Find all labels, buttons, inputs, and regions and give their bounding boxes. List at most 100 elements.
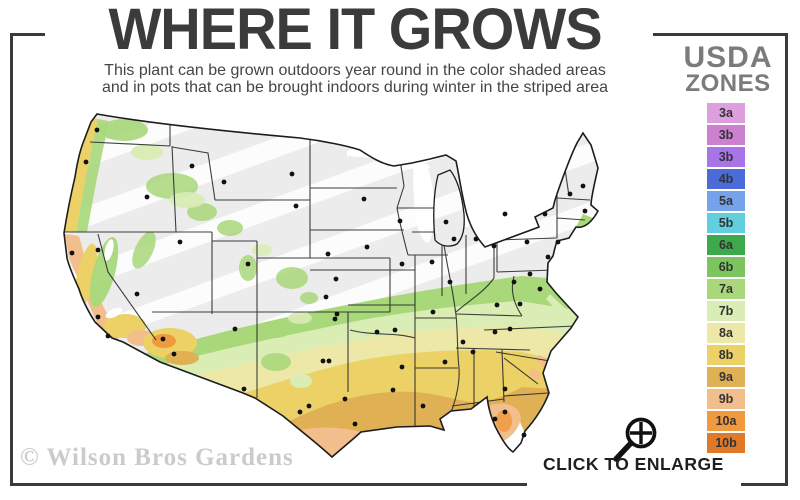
city-dot — [555, 239, 561, 245]
watermark: © Wilson Bros Gardens — [20, 444, 294, 471]
lake-michigan — [413, 165, 434, 243]
zone-band-9b-texas — [292, 427, 361, 457]
city-dot — [392, 327, 398, 333]
socal-white-patch — [105, 307, 123, 319]
city-dot — [241, 386, 247, 392]
city-dot — [171, 351, 177, 357]
zone-legend: 3a 3b 3b 4b 5a 5b 6a 6b 7a 7b 8a 8b 9a 9b 10a 10b — [707, 103, 745, 455]
city-dot — [521, 432, 527, 438]
washington-pale-green — [131, 144, 163, 160]
city-dot — [95, 247, 101, 253]
city-dot — [517, 301, 523, 307]
frame-right — [785, 33, 788, 486]
legend-swatch: 7a — [707, 279, 745, 299]
new-mexico-pale — [290, 374, 312, 388]
city-dot — [94, 127, 100, 133]
city-dot — [361, 196, 367, 202]
city-dot — [323, 294, 329, 300]
subtitle-line2: and in pots that can be brought indoors … — [101, 79, 609, 96]
city-dot — [160, 336, 166, 342]
legend-swatch: 9a — [707, 367, 745, 387]
city-dot — [542, 211, 548, 217]
washington-green — [100, 119, 148, 141]
city-dot — [442, 359, 448, 365]
florida-tip-white — [501, 422, 524, 452]
city-dot — [245, 261, 251, 267]
carolina-coast-green — [546, 294, 575, 324]
city-dot — [494, 302, 500, 308]
city-dot — [511, 279, 517, 285]
city-dot — [333, 276, 339, 282]
legend-swatch: 4b — [707, 169, 745, 189]
city-dot — [83, 159, 89, 165]
city-dot — [352, 421, 358, 427]
legend-swatch: 3b — [707, 125, 745, 145]
city-dot — [289, 171, 295, 177]
city-dot — [342, 396, 348, 402]
legend-title-usda: USDA — [683, 41, 773, 74]
city-dot — [447, 279, 453, 285]
legend-swatch: 7b — [707, 301, 745, 321]
city-dot — [221, 179, 227, 185]
frame-bottom-left — [10, 483, 527, 486]
city-dot — [502, 211, 508, 217]
city-dot — [189, 163, 195, 169]
legend-swatch: 10b — [707, 433, 745, 453]
city-dot — [507, 326, 513, 332]
city-dot — [374, 329, 380, 335]
legend-swatch: 6a — [707, 235, 745, 255]
michigan-mitten — [433, 169, 465, 247]
sierra-white-patch — [104, 239, 114, 261]
city-dot — [451, 236, 457, 242]
city-dot — [492, 416, 498, 422]
legend-swatch: 8b — [707, 345, 745, 365]
city-dot — [420, 403, 426, 409]
city-dot — [320, 358, 326, 364]
city-dot — [325, 251, 331, 257]
city-dot — [390, 387, 396, 393]
subtitle: This plant can be grown outdoors year ro… — [55, 62, 655, 96]
city-dot — [492, 329, 498, 335]
oregon-coast-gold — [65, 117, 98, 232]
legend-swatch: 3a — [707, 103, 745, 123]
city-dot — [470, 349, 476, 355]
city-dot — [460, 339, 466, 345]
city-dot — [429, 259, 435, 265]
legend-swatch: 3b — [707, 147, 745, 167]
city-dot — [545, 254, 551, 260]
legend-swatch: 5b — [707, 213, 745, 233]
click-to-enlarge-button[interactable]: CLICK TO ENLARGE — [543, 454, 724, 474]
city-dot — [326, 358, 332, 364]
city-dot — [297, 409, 303, 415]
city-dot — [232, 326, 238, 332]
city-dot — [524, 239, 530, 245]
frame-top-left — [10, 33, 45, 36]
frame-top-right — [653, 33, 788, 36]
city-dots — [69, 127, 588, 438]
city-dot — [443, 219, 449, 225]
ga-coast-peach — [529, 368, 541, 380]
legend-title-zones: ZONES — [685, 70, 771, 97]
legend-swatch: 8a — [707, 323, 745, 343]
city-dot — [399, 261, 405, 267]
magnifier-icon[interactable] — [610, 403, 662, 467]
arizona-tan — [165, 351, 199, 365]
city-dot — [580, 183, 586, 189]
legend-swatch: 6b — [707, 257, 745, 277]
legend-swatch: 5a — [707, 191, 745, 211]
frame-bottom-right — [741, 483, 788, 486]
city-dot — [502, 409, 508, 415]
city-dot — [177, 239, 183, 245]
city-dot — [397, 218, 403, 224]
city-dot — [430, 309, 436, 315]
legend-title: USDA ZONES — [672, 41, 784, 97]
city-dot — [491, 243, 497, 249]
legend-swatch: 9b — [707, 389, 745, 409]
city-dot — [567, 191, 573, 197]
city-dot — [306, 403, 312, 409]
city-dot — [527, 271, 533, 277]
usda-zone-map[interactable] — [52, 100, 612, 470]
city-dot — [502, 386, 508, 392]
city-dot — [473, 236, 479, 242]
frame-left — [10, 33, 13, 486]
